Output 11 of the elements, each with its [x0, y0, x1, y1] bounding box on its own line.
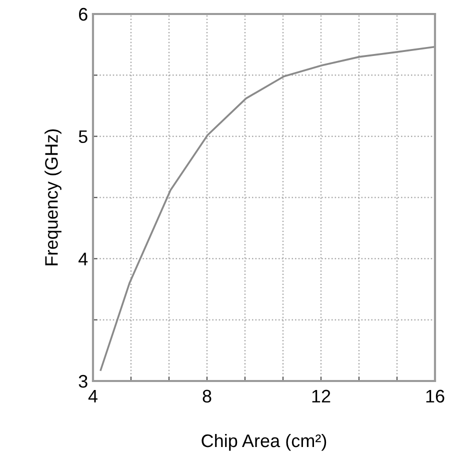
- line-series: [100, 46, 434, 371]
- y-tick-label: 3: [78, 374, 88, 388]
- y-tick-label: 5: [78, 130, 88, 144]
- x-tick-label: 16: [426, 390, 444, 403]
- x-tick-label: 12: [312, 390, 330, 402]
- x-axis-title: Chip Area (cm²): [202, 434, 326, 451]
- y-tick-label: 4: [78, 252, 88, 266]
- x-tick-label: 4: [88, 390, 98, 402]
- x-tick-label: 8: [202, 390, 212, 403]
- y-axis-title: Frequency (GHz): [44, 129, 62, 266]
- y-tick-label: 6: [79, 8, 88, 21]
